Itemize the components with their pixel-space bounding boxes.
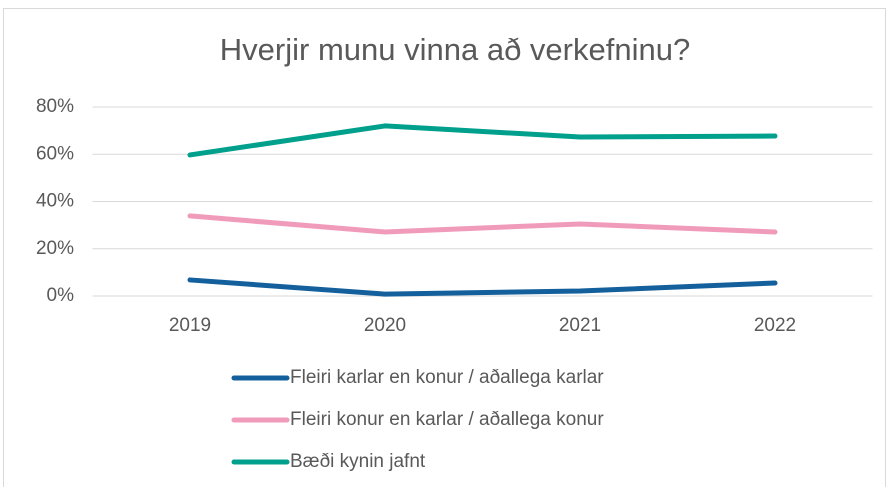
- chart-border: [3, 8, 886, 492]
- y-tick-label: 60%: [36, 143, 74, 164]
- series-line: [187, 123, 778, 158]
- x-tick-label: 2019: [169, 315, 211, 336]
- y-tick-label: 20%: [36, 238, 74, 259]
- y-tick-label: 40%: [36, 191, 74, 212]
- legend-label: Bæði kynin jafnt: [290, 451, 426, 472]
- x-tick-label: 2020: [364, 315, 406, 336]
- x-tick-label: 2022: [754, 315, 796, 336]
- y-tick-label: 80%: [36, 96, 74, 117]
- chart-title: Hverjir munu vinna að verkefninu?: [220, 32, 690, 67]
- legend-label: Fleiri karlar en konur / aðallega karlar: [290, 367, 604, 388]
- y-tick-label: 0%: [47, 285, 75, 306]
- series-line: [187, 213, 778, 235]
- legend-label: Fleiri konur en karlar / aðallega konur: [290, 409, 604, 430]
- x-tick-label: 2021: [559, 315, 601, 336]
- series-line: [187, 277, 778, 297]
